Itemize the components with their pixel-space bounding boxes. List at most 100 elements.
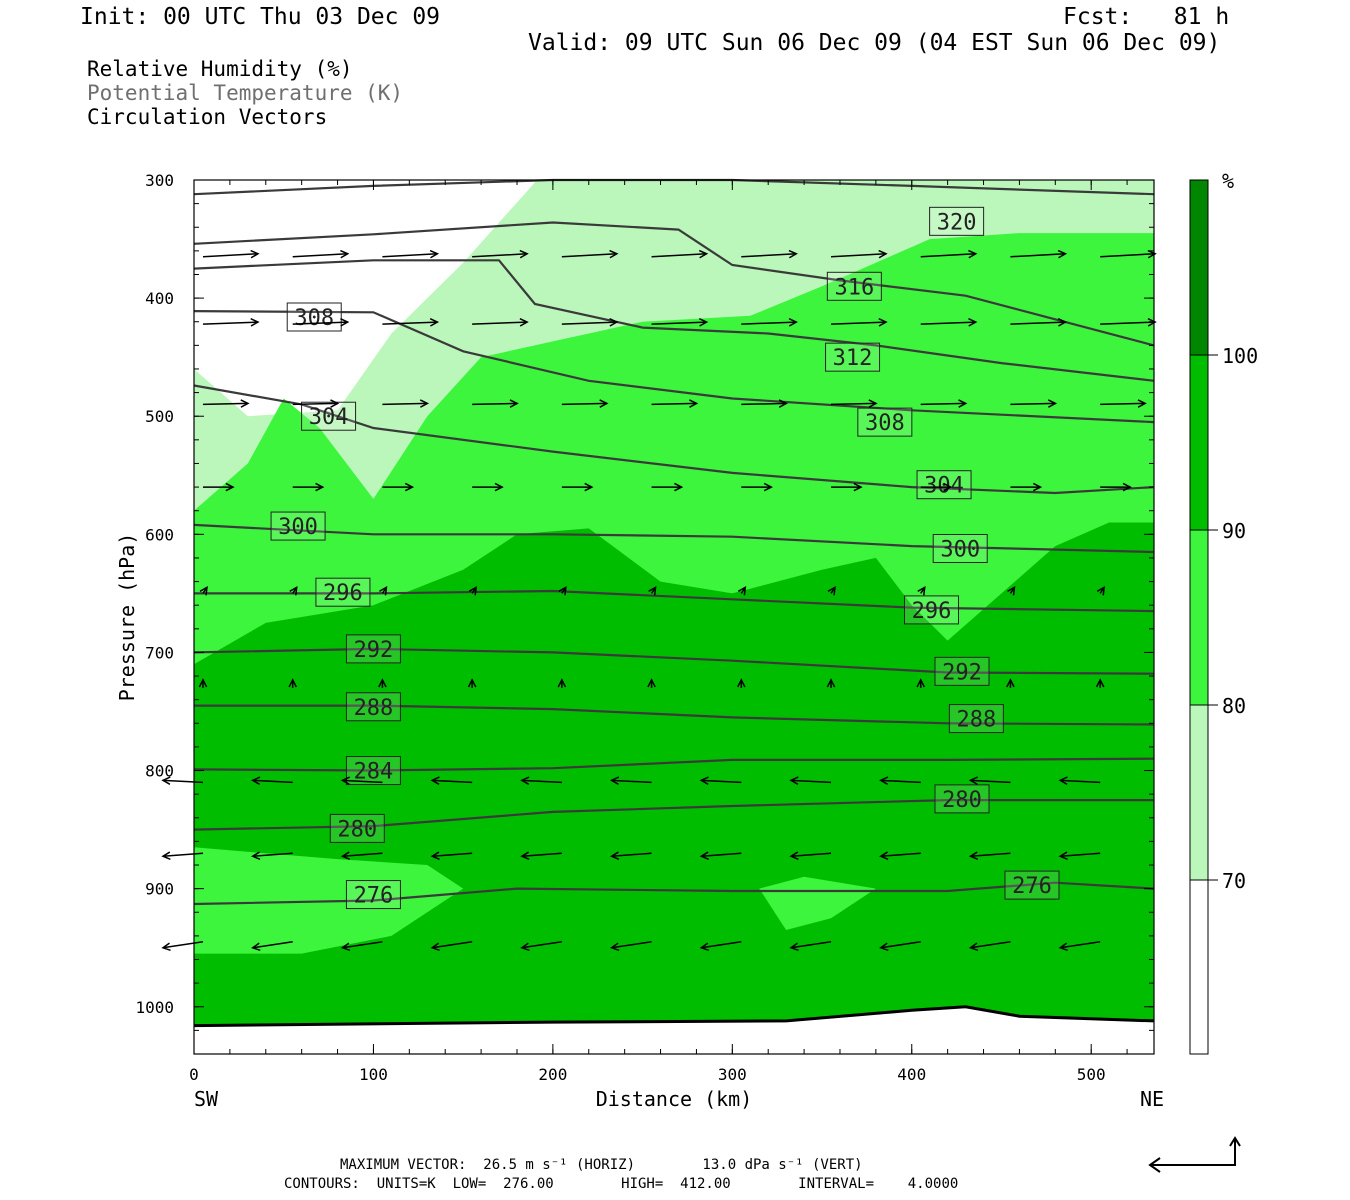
isentrope-line	[193, 799, 1154, 831]
isentrope-line	[194, 589, 1155, 613]
isentrope-label-box	[916, 470, 972, 500]
circulation-vector-head	[161, 942, 171, 952]
circulation-vector-head	[879, 776, 889, 785]
y-tick-label: 800	[145, 762, 174, 781]
circulation-vector	[1010, 253, 1066, 258]
colorbar-segment	[1189, 704, 1209, 881]
vector-key	[1148, 1136, 1241, 1173]
circulation-vector-head	[429, 249, 440, 259]
circulation-vector	[202, 321, 258, 325]
circulation-vector	[561, 402, 607, 406]
circulation-vector	[651, 321, 707, 325]
isentrope-label: 300	[940, 537, 980, 562]
circulation-vector	[1060, 852, 1101, 857]
circulation-vector	[162, 941, 204, 949]
circulation-vector	[790, 941, 832, 949]
circulation-vector-head	[340, 776, 351, 785]
isentrope-label: 276	[1012, 874, 1052, 899]
rh-fill-layer	[194, 180, 1154, 1054]
circulation-vector-head	[429, 318, 440, 327]
circulation-vector-head	[468, 586, 478, 596]
circulation-vector-head	[609, 942, 620, 952]
circulation-vector-head	[467, 678, 477, 688]
isentrope-label: 288	[354, 696, 394, 721]
circulation-vector-head	[599, 399, 609, 408]
isentrope-label: 304	[924, 474, 964, 499]
circulation-vector	[472, 321, 528, 325]
isentrope-label-box	[345, 692, 401, 722]
circulation-vector	[1100, 321, 1156, 325]
circulation-vector-head	[609, 249, 619, 259]
isentrope-line	[193, 757, 1155, 772]
isentrope-label: 288	[956, 708, 996, 733]
circulation-vector	[252, 852, 293, 857]
circulation-vector-head	[584, 482, 594, 492]
circulation-vector-head	[340, 851, 351, 860]
circulation-vector-head	[1032, 482, 1043, 492]
circulation-vector-head	[789, 942, 799, 952]
circulation-vector-head	[609, 318, 619, 327]
circulation-vector	[880, 779, 921, 784]
circulation-vector-head	[1096, 586, 1106, 596]
circulation-vector-head	[736, 678, 746, 688]
isentrope-layer: 320 316 312 308 308 304 304 300 300 296 296 292 292 2…	[193, 178, 1155, 910]
circulation-vector-head	[251, 851, 261, 860]
isentrope-label-box	[286, 302, 342, 332]
circulation-vector-head	[509, 399, 519, 408]
y-tick-label: 600	[145, 525, 174, 544]
circulation-vector-head	[1137, 399, 1147, 408]
circulation-vector-head	[251, 942, 261, 952]
isentrope-label: 280	[337, 817, 377, 842]
circulation-vector-head	[647, 678, 656, 688]
circulation-vector	[521, 852, 562, 857]
circulation-vector-head	[1122, 482, 1132, 492]
circulation-vector-head	[878, 249, 888, 259]
circulation-vector-head	[430, 942, 440, 952]
circulation-vector-head	[199, 586, 208, 596]
circulation-vector-head	[698, 249, 709, 259]
circulation-vector-head	[1147, 318, 1157, 327]
circulation-vector-head	[789, 776, 799, 785]
circulation-vector-head	[1147, 249, 1157, 259]
circulation-vector-head	[557, 678, 567, 688]
y-tick-label: 700	[145, 643, 174, 662]
isentrope-label-box	[345, 634, 401, 664]
circulation-vector	[1060, 779, 1101, 784]
circulation-vector	[1010, 321, 1066, 325]
terrain-line	[194, 1005, 1154, 1028]
circulation-vector-head	[315, 482, 325, 492]
circulation-vector-head	[917, 586, 926, 596]
isentrope-label: 308	[865, 411, 905, 436]
circulation-vector	[651, 253, 707, 258]
forecast-hour: Fcst: 81 h	[1063, 4, 1230, 30]
circulation-vector	[830, 253, 887, 258]
circulation-vector-head	[788, 249, 798, 259]
circulation-vector-head	[419, 399, 430, 408]
circulation-vector-head	[968, 851, 979, 860]
circulation-vector-head	[868, 399, 878, 408]
x-end-right: NE	[1140, 1087, 1164, 1111]
isentrope-label-box	[934, 656, 990, 686]
isentrope-label-box	[934, 784, 990, 814]
circulation-vector-head	[1057, 318, 1068, 327]
circulation-vector	[342, 852, 383, 857]
circulation-vector-head	[289, 586, 298, 596]
x-axis-label: Distance (km)	[596, 1087, 753, 1111]
circulation-vector-head	[878, 318, 888, 327]
circulation-vector-head	[520, 851, 530, 860]
y-tick-label: 900	[145, 880, 174, 899]
circulation-vector	[521, 941, 562, 949]
isentrope-label: 292	[942, 660, 982, 685]
max-vector-note: MAXIMUM VECTOR: 26.5 m s⁻¹ (HORIZ) 13.0 …	[340, 1157, 863, 1173]
circulation-vector	[970, 779, 1011, 784]
circulation-vector-head	[968, 942, 979, 952]
isentrope-line	[193, 647, 1155, 675]
x-end-left: SW	[194, 1087, 219, 1111]
circulation-vector	[920, 253, 976, 258]
x-tick-label: 200	[538, 1065, 567, 1084]
isentrope-label: 320	[937, 210, 977, 235]
circulation-vector	[611, 852, 652, 857]
isentrope-label-box	[1004, 870, 1060, 900]
isentrope-label-box	[825, 342, 881, 372]
isentrope-label-box	[315, 577, 371, 607]
